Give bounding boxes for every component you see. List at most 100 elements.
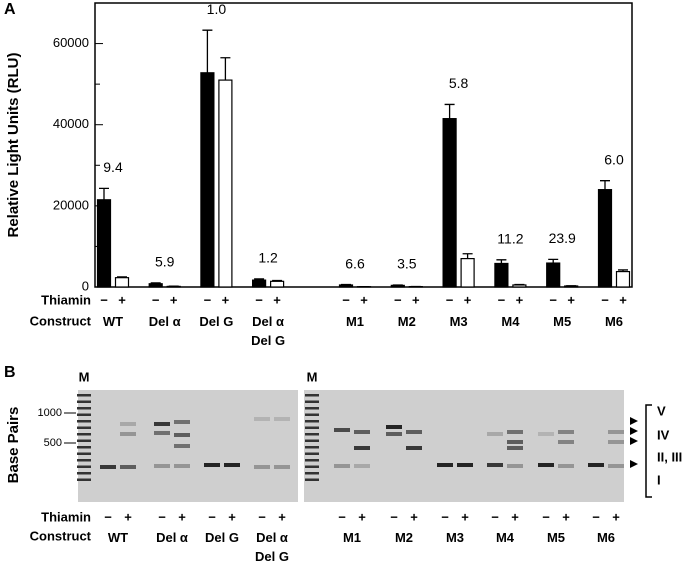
error-bar — [150, 282, 161, 284]
bar — [218, 79, 233, 288]
thiamin-label: + — [562, 509, 570, 524]
gel-band — [334, 428, 350, 432]
bar — [96, 199, 112, 288]
thiamin-label: − — [152, 292, 160, 307]
band-label: II, III — [657, 449, 682, 464]
ladder-band — [305, 400, 319, 403]
bar — [442, 118, 457, 288]
x-tick-label: Del α Del G — [251, 314, 286, 348]
gel-band — [558, 464, 574, 468]
gel-band — [558, 430, 574, 434]
gel-band — [487, 463, 503, 467]
y-tick-label: 40000 — [53, 116, 89, 131]
thiamin-label: − — [104, 509, 112, 524]
thiamin-label: − — [549, 292, 557, 307]
ladder-band — [77, 465, 91, 468]
bar — [148, 283, 163, 288]
lane-label: M1 — [342, 530, 362, 545]
thiamin-label: − — [204, 292, 212, 307]
ladder-band — [77, 472, 91, 475]
thiamin-label: + — [360, 292, 368, 307]
thiamin-label: − — [208, 509, 216, 524]
gel-band — [386, 425, 402, 429]
error-bar — [99, 187, 109, 200]
thiamin-label: − — [592, 509, 600, 524]
error-bar — [202, 29, 213, 73]
gel-band — [254, 465, 270, 469]
ladder-band — [305, 472, 319, 475]
ladder-band — [77, 459, 91, 462]
thiamin-label: − — [446, 292, 454, 307]
ratio-label: 1.2 — [258, 250, 278, 266]
thiamin-label: − — [338, 509, 346, 524]
error-bar — [462, 253, 473, 259]
ratio-label: 5.9 — [155, 254, 175, 270]
ladder-band — [305, 446, 319, 449]
thiamin-label: + — [464, 292, 472, 307]
thiamin-label: + — [619, 292, 627, 307]
lane-label: Del α — [156, 530, 188, 545]
gel — [304, 390, 624, 502]
ladder-band — [305, 426, 319, 429]
bracket — [645, 404, 652, 498]
ratio-label: 6.0 — [604, 151, 624, 167]
ladder-band — [305, 413, 319, 416]
ladder-band — [305, 433, 319, 436]
gel-band — [224, 463, 240, 467]
ladder-band — [305, 452, 319, 455]
ladder-band — [305, 420, 319, 423]
ladder-band — [77, 452, 91, 455]
gel-band — [507, 446, 523, 450]
thiamin-label: − — [390, 509, 398, 524]
thiamin-label: − — [441, 509, 449, 524]
size-label: 1000 — [38, 407, 62, 419]
bar — [546, 262, 561, 288]
x-tick-label: M4 — [501, 314, 520, 329]
ladder-band — [77, 400, 91, 403]
ratio-label: 23.9 — [549, 230, 576, 246]
y-axis-label: Relative Light Units (RLU) — [5, 52, 22, 237]
size-label: 500 — [44, 437, 62, 449]
gel-band — [354, 430, 370, 434]
y-tick-label: 20000 — [53, 197, 89, 212]
thiamin-label: − — [394, 292, 402, 307]
error-bar — [272, 279, 283, 282]
error-bar — [444, 103, 455, 119]
gel-band — [507, 430, 523, 434]
thiamin-label: + — [410, 509, 418, 524]
thiamin-label: + — [461, 509, 469, 524]
panel-label: B — [4, 364, 16, 381]
thiamin-label: − — [498, 292, 506, 307]
thiamin-label: − — [100, 292, 108, 307]
gel-band — [174, 464, 190, 468]
ladder-band — [77, 407, 91, 410]
gel-band — [174, 433, 190, 437]
ladder-band — [77, 478, 91, 481]
gel-band — [154, 431, 170, 435]
x-tick-label: Del α — [148, 314, 181, 329]
gel-band — [254, 417, 270, 421]
error-bar — [548, 258, 559, 264]
gel-band — [120, 465, 136, 469]
bar — [615, 270, 631, 288]
gel-band — [487, 432, 503, 436]
ladder-band — [305, 407, 319, 410]
thiamin-label: + — [118, 292, 126, 307]
thiamin-label: + — [222, 292, 230, 307]
gel-band — [354, 446, 370, 450]
error-bar — [254, 278, 265, 281]
gel-band — [406, 446, 422, 450]
x-tick-label: Del G — [199, 314, 234, 329]
bar — [597, 189, 613, 288]
thiamin-label: + — [228, 509, 236, 524]
gel-band — [334, 464, 350, 468]
bar — [200, 72, 215, 288]
lane-label: M3 — [445, 530, 465, 545]
ratio-label: 6.6 — [345, 255, 365, 271]
gel-band — [274, 417, 290, 421]
gel-band — [154, 422, 170, 426]
lane-label: M6 — [596, 530, 616, 545]
ladder-band — [77, 433, 91, 436]
